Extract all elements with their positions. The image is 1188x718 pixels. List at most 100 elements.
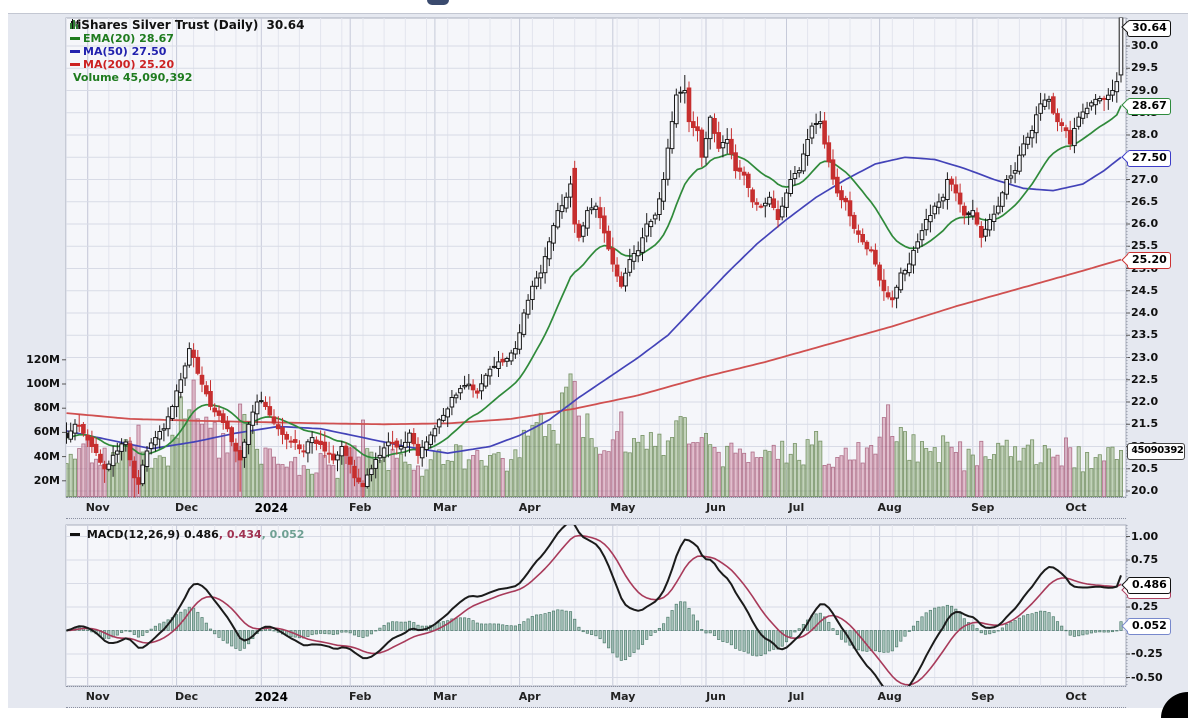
volume-bar <box>153 458 158 497</box>
macd-histogram-bar <box>911 625 916 631</box>
legend-item-volume: Volume 45,090,392 <box>70 20 305 84</box>
macd-histogram-bar <box>1047 612 1051 631</box>
macd-histogram-bar <box>217 630 221 638</box>
macd-histogram-bar <box>708 630 712 634</box>
macd-histogram-bar <box>759 630 763 656</box>
volume-bar <box>441 463 446 497</box>
volume-bar <box>568 373 573 497</box>
volume-bar <box>687 443 692 497</box>
candle-body <box>458 388 463 394</box>
candle-body <box>415 443 421 456</box>
candle-body <box>885 292 891 298</box>
macd-histogram-bar <box>238 630 242 651</box>
volume-bar <box>526 435 531 497</box>
volume-bar <box>297 474 302 497</box>
volume-bar <box>1072 467 1077 497</box>
candle-body <box>140 464 145 485</box>
month-label: Oct <box>1065 690 1087 703</box>
candle-body <box>449 397 455 408</box>
volume-bar <box>322 455 327 497</box>
candle-body <box>72 423 78 434</box>
candle-body <box>504 358 510 362</box>
volume-bar <box>564 386 569 497</box>
macd-histogram-bar <box>1000 627 1004 631</box>
volume-bar <box>648 432 653 497</box>
candle-body <box>754 202 760 205</box>
volume-bar <box>1055 454 1060 497</box>
month-axis-top: Nov Dec 2024 Feb Mar Apr May Jun Jul Aug Sep Oct <box>66 497 1126 519</box>
candle-body <box>538 272 544 279</box>
month-label: Mar <box>433 690 457 703</box>
candle-body <box>1012 170 1018 174</box>
volume-bar <box>136 424 141 497</box>
macd-histogram-bar <box>734 630 738 649</box>
volume-bar <box>606 451 611 497</box>
macd-histogram-bar <box>153 625 157 631</box>
candle-body <box>161 428 167 431</box>
macd-histogram-bar <box>560 609 564 631</box>
month-label: Feb <box>349 690 372 703</box>
macd-histogram-bar <box>1013 620 1017 631</box>
candle-body <box>356 477 361 483</box>
volume-bar <box>966 448 971 497</box>
candle-body <box>445 408 450 418</box>
volume-bar <box>424 469 429 497</box>
macd-histogram-bar <box>645 630 649 640</box>
volume-bar <box>610 439 615 497</box>
browser-tab-artifact <box>427 0 449 5</box>
volume-bar <box>809 444 814 497</box>
volume-bar <box>85 438 90 497</box>
candle-body <box>585 210 590 229</box>
candle-body <box>470 384 476 391</box>
macd-histogram-bar <box>391 621 395 631</box>
month-label: Apr <box>518 501 541 514</box>
candle-body <box>881 279 887 292</box>
volume-bar <box>737 448 742 497</box>
candle-body <box>580 225 586 237</box>
volume-bar <box>780 440 785 497</box>
volume-tick-label: 100M <box>26 377 60 390</box>
volume-bar <box>661 454 666 497</box>
macd-histogram-bar <box>916 620 920 631</box>
volume-bar <box>1038 462 1043 497</box>
macd-histogram-bar <box>297 630 301 639</box>
candle-body <box>127 443 133 461</box>
month-label: Mar <box>433 501 457 514</box>
macd-histogram-bar <box>662 623 666 631</box>
candle-body <box>1038 103 1043 114</box>
candle-body <box>923 219 929 231</box>
volume-bar <box>970 454 975 497</box>
volume-bar <box>462 468 467 497</box>
month-label: Apr <box>518 690 541 703</box>
macd-histogram-bar <box>539 614 543 631</box>
macd-signal-line <box>66 534 1122 686</box>
macd-histogram-bar <box>971 624 975 631</box>
candle-body <box>957 192 963 205</box>
price-tick-label: 23.0 <box>1131 350 1159 364</box>
macd-histogram-bar <box>568 611 573 631</box>
macd-histogram-bar <box>581 630 585 633</box>
candle-body <box>394 440 400 448</box>
macd-histogram-bar <box>463 617 467 631</box>
volume-bar <box>331 465 336 497</box>
macd-histogram-bar <box>623 630 628 661</box>
badge-volume: 45090392 <box>1127 442 1186 460</box>
volume-bar <box>314 472 319 497</box>
volume-bar <box>390 448 395 497</box>
volume-bar <box>458 445 463 497</box>
candle-body <box>314 439 319 445</box>
volume-bar <box>534 422 539 497</box>
legend-item-ema20: EMA(20) 28.67 <box>70 32 305 45</box>
macd-tick-label: 1.00 <box>1131 529 1159 543</box>
macd-histogram-bar <box>488 623 492 631</box>
macd-histogram-bar <box>230 630 234 647</box>
candle-body <box>377 454 383 459</box>
macd-histogram-bar <box>615 630 619 658</box>
macd-histogram-bar <box>213 630 217 635</box>
volume-bar <box>852 459 857 497</box>
macd-histogram-bar <box>1009 621 1013 631</box>
volume-bar <box>632 438 637 497</box>
macd-histogram-bar <box>856 630 860 651</box>
macd-histogram-bar <box>124 630 128 632</box>
candle-body <box>462 385 467 388</box>
